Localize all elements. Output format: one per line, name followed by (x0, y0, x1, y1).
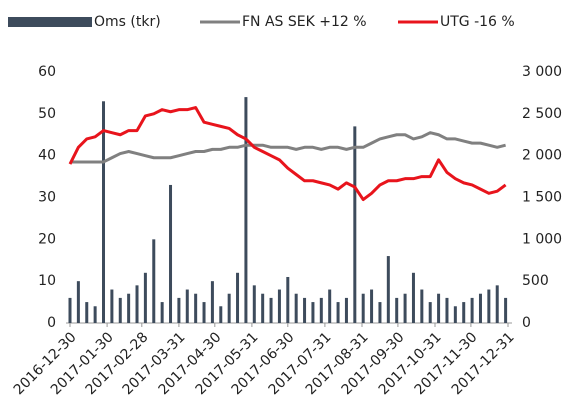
bar (378, 302, 382, 323)
bar (118, 297, 122, 323)
bar (353, 126, 357, 323)
bar (135, 285, 139, 323)
bar (445, 297, 449, 323)
line (68, 106, 507, 202)
bar (286, 276, 290, 323)
bar (303, 297, 307, 323)
y2-tick-label: 2 500 (522, 106, 562, 122)
y-tick-label: 30 (38, 190, 56, 206)
y-tick-label: 40 (38, 148, 56, 164)
y2-tick-label: 1 000 (522, 231, 562, 247)
bar (495, 285, 499, 323)
y2-tick-label: 2 000 (522, 148, 562, 164)
bar (76, 281, 80, 323)
bar (453, 306, 457, 323)
bar (236, 272, 240, 323)
legend-swatch (8, 17, 92, 27)
bar (311, 302, 315, 323)
bar (336, 302, 340, 323)
bar (370, 289, 374, 323)
bar (169, 184, 173, 323)
bar (185, 289, 189, 323)
bar (261, 293, 265, 323)
bar (294, 293, 298, 323)
bar (219, 306, 223, 323)
bar (403, 293, 407, 323)
bar (143, 272, 147, 323)
bar (68, 297, 72, 323)
bar (344, 297, 348, 323)
bar (420, 289, 424, 323)
y2-tick-label: 1 500 (522, 190, 562, 206)
bar (361, 293, 365, 323)
bar (102, 101, 106, 324)
y2-tick-label: 0 (522, 315, 531, 331)
bar (152, 239, 156, 323)
bar (277, 289, 281, 323)
bar (386, 256, 390, 323)
bar (411, 272, 415, 323)
bar (127, 293, 131, 323)
bar (85, 302, 89, 323)
line (70, 131, 506, 164)
bar (395, 297, 399, 323)
bar (437, 293, 441, 323)
bar (462, 302, 466, 323)
y-tick-label: 60 (38, 64, 56, 80)
bar (428, 302, 432, 323)
bar (93, 306, 97, 323)
y2-tick-label: 3 000 (522, 64, 562, 80)
bar (210, 281, 214, 323)
bar (177, 297, 181, 323)
bar (160, 302, 164, 323)
bar (487, 289, 491, 323)
legend-label: Oms (tkr) (94, 14, 161, 30)
bar (252, 285, 256, 323)
y-tick-label: 20 (38, 231, 56, 247)
bar (478, 293, 482, 323)
bar (319, 297, 323, 323)
legend-label: FN AS SEK +12 % (242, 14, 367, 30)
bar (110, 289, 114, 323)
y-tick-label: 50 (38, 106, 56, 122)
bar (328, 289, 332, 323)
y-tick-label: 0 (47, 315, 56, 331)
bar (470, 297, 474, 323)
bar (244, 97, 248, 323)
legend-label: UTG -16 % (440, 14, 515, 30)
bar (504, 297, 508, 323)
bar (194, 293, 198, 323)
y2-tick-label: 500 (522, 273, 549, 289)
bar (269, 297, 273, 323)
bar (202, 302, 206, 323)
bar (227, 293, 231, 323)
y-tick-label: 10 (38, 273, 56, 289)
